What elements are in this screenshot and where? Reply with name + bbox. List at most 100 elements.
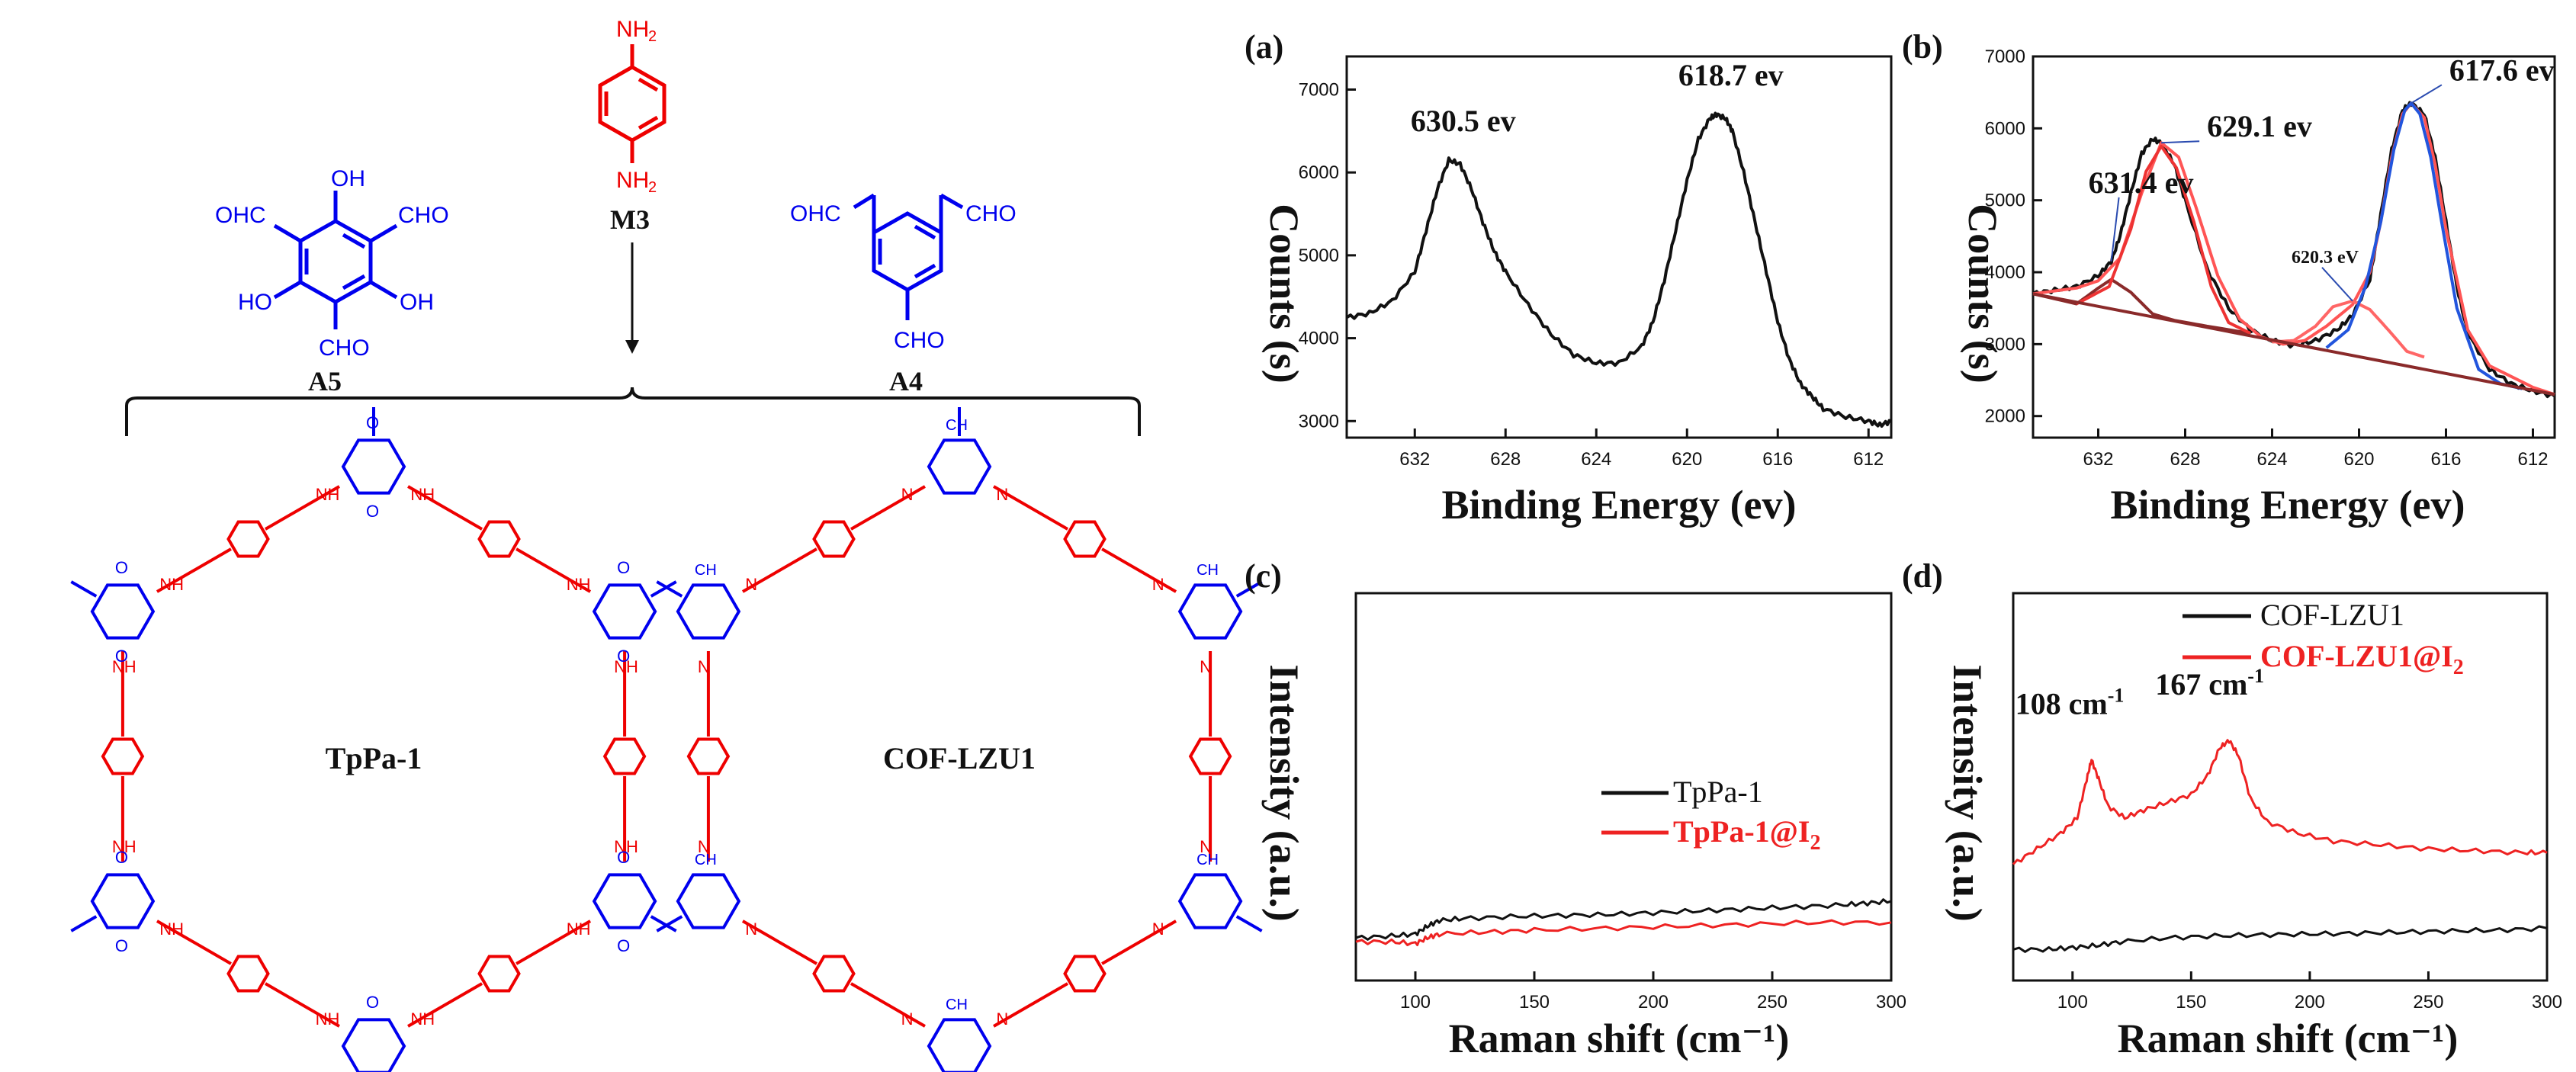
m3-nh-top: NH	[616, 17, 649, 42]
series-fit-envelope	[2032, 101, 2555, 396]
phenylene-ring	[1063, 520, 1107, 558]
linker-label: N	[996, 485, 1008, 504]
panel-b-series	[2032, 101, 2556, 399]
series-620-3-component	[2272, 299, 2425, 359]
carbonyl-oxygen: O	[115, 848, 128, 867]
linker-label: N	[698, 657, 710, 676]
linker-label: NH	[410, 485, 435, 504]
linker-label: N	[901, 485, 914, 504]
phenylene-ring	[812, 955, 856, 993]
linker-label: N	[1152, 920, 1164, 939]
imine-ch: CH	[946, 997, 968, 1013]
corner-ring	[927, 438, 992, 495]
a5-group-cho-right: CHO	[398, 203, 449, 228]
annotation-arrow	[2161, 140, 2200, 144]
panel-c-xtick-label: 300	[1876, 992, 1906, 1013]
carbonyl-oxygen: O	[617, 558, 630, 577]
panel-a-ytick-label: 7000	[1299, 79, 1339, 100]
panel-b-ytick-label: 4000	[1985, 262, 2025, 283]
linker-bond	[156, 547, 232, 593]
panel-a-label: (a)	[1245, 28, 1283, 66]
linker-label: N	[745, 920, 757, 939]
a5-molecule	[273, 191, 398, 329]
panel-b-ytick-label: 6000	[1985, 118, 2025, 139]
panel-a-ylabel: Counts (s)	[1261, 204, 1307, 384]
panel-a-ytick-label: 4000	[1299, 329, 1339, 349]
phenylene-ring	[226, 955, 270, 993]
imine-ch: CH	[1196, 562, 1219, 579]
corner-ring	[676, 583, 741, 640]
linker-label: NH	[112, 837, 137, 856]
corner-ring	[927, 1018, 992, 1072]
linker-label: NH	[112, 657, 137, 676]
corner-stub	[70, 915, 98, 932]
phenylene-ring	[602, 737, 647, 775]
panel-a-xtick-label: 632	[1399, 449, 1430, 470]
corner-ring	[341, 438, 406, 495]
linker-bond	[264, 485, 340, 531]
panel-a-xtick-label: 628	[1490, 449, 1521, 470]
a4-molecule	[853, 193, 964, 320]
a5-group-oh-right: OH	[400, 290, 434, 315]
a5-group-ohc-left: OHC	[215, 203, 266, 228]
phenylene-ring	[477, 520, 521, 558]
tppa-1-label: TpPa-1	[326, 741, 422, 775]
panel-b-ytick-label: 5000	[1985, 191, 2025, 211]
carbonyl-oxygen: O	[617, 647, 630, 666]
panel-a-ytick-label: 5000	[1299, 246, 1339, 266]
cof-lzu1-label: COF-LZU1	[883, 741, 1036, 775]
carbonyl-oxygen: O	[115, 558, 128, 577]
series-cof-lzu1-i2	[2012, 739, 2548, 865]
reaction-arrow	[625, 242, 639, 354]
panel-a-frame	[1345, 55, 1893, 439]
product-brace	[125, 387, 1141, 436]
linker-label: NH	[567, 575, 591, 594]
annotation-167-cm: 167 cm-1	[2155, 665, 2264, 701]
series-baseline	[2032, 292, 2555, 396]
linker-bond	[516, 547, 592, 593]
panel-d-annotations: 108 cm-1 167 cm-1	[2016, 665, 2264, 721]
annotation-108-cm: 108 cm-1	[2016, 684, 2125, 721]
linker-bond	[741, 920, 817, 965]
panel-c-label: (c)	[1245, 557, 1282, 595]
legend-label-tppa-1-i2: TpPa-1@I2	[1673, 814, 1820, 855]
panel-c-xtick-label: 250	[1757, 992, 1787, 1013]
panel-b-axes: 632 628 624 620 616 612 2000 3000 4000 5000 6000 70…	[1985, 47, 2549, 470]
annotation-629-1-ev: 629.1 ev	[2207, 109, 2312, 143]
linker-bond	[264, 982, 340, 1028]
corner-stub	[1235, 915, 1263, 932]
panel-b-xtick-label: 628	[2170, 449, 2200, 470]
linker-bond	[850, 485, 926, 531]
phenylene-ring	[1188, 737, 1232, 775]
a5-label: A5	[308, 366, 342, 396]
corner-stub	[650, 915, 677, 932]
phenylene-ring	[477, 955, 521, 993]
panel-d-frame	[2012, 592, 2549, 982]
panel-d-xlabel: Raman shift (cm⁻¹)	[2118, 1016, 2459, 1061]
carbonyl-oxygen: O	[115, 647, 128, 666]
annotation-superscript: -1	[2108, 684, 2125, 706]
imine-ch: CH	[1196, 852, 1219, 868]
phenylene-ring	[1063, 955, 1107, 993]
reaction-scheme: OH OHC CHO HO OH CHO A5 NH 2 NH 2 M3	[70, 17, 1263, 1072]
corner-ring	[1177, 873, 1243, 929]
panel-b-label: (b)	[1902, 28, 1943, 66]
corner-stub	[656, 580, 683, 598]
panel-b: (b) Counts (s) Binding Energy (ev) 632 62…	[1902, 28, 2556, 528]
corner-ring	[1177, 583, 1243, 640]
carbonyl-oxygen: O	[617, 848, 630, 867]
panel-b-ytick-label: 7000	[1985, 47, 2025, 67]
a5-group-cho-bottom: CHO	[319, 335, 370, 361]
linker-label: N	[745, 575, 757, 594]
corner-ring	[341, 1018, 406, 1072]
m3-label: M3	[610, 204, 650, 235]
carbonyl-oxygen: O	[617, 936, 630, 955]
series-cof-lzu1	[2012, 925, 2548, 953]
panel-a-axes: 632 628 624 620 616 612 3000 4000 5000 6000 7000	[1299, 79, 1884, 470]
panel-b-ytick-label: 2000	[1985, 406, 2025, 427]
panel-c-xtick-label: 150	[1519, 992, 1550, 1013]
panel-a-ytick-label: 3000	[1299, 411, 1339, 432]
annotation-630-5-ev: 630.5 ev	[1411, 104, 1516, 138]
panel-a-xlabel: Binding Energy (ev)	[1441, 482, 1796, 528]
